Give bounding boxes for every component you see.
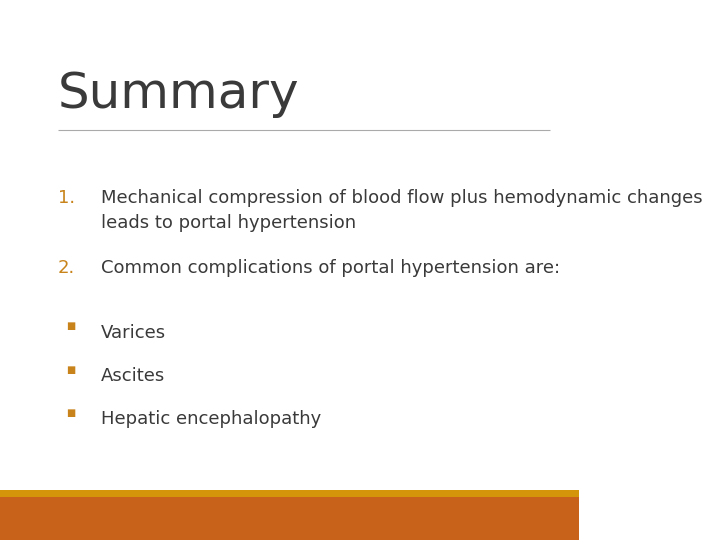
Text: ■: ■ bbox=[66, 408, 76, 418]
FancyBboxPatch shape bbox=[0, 497, 579, 540]
Text: 1.: 1. bbox=[58, 189, 75, 207]
Text: Hepatic encephalopathy: Hepatic encephalopathy bbox=[102, 410, 322, 428]
Text: Summary: Summary bbox=[58, 70, 300, 118]
Text: Common complications of portal hypertension are:: Common complications of portal hypertens… bbox=[102, 259, 560, 277]
Text: 2.: 2. bbox=[58, 259, 75, 277]
Text: ■: ■ bbox=[66, 364, 76, 375]
Text: Varices: Varices bbox=[102, 324, 166, 342]
Text: ■: ■ bbox=[66, 321, 76, 332]
FancyBboxPatch shape bbox=[0, 490, 579, 497]
Text: Ascites: Ascites bbox=[102, 367, 166, 385]
Text: Mechanical compression of blood flow plus hemodynamic changes
leads to portal hy: Mechanical compression of blood flow plu… bbox=[102, 189, 703, 232]
